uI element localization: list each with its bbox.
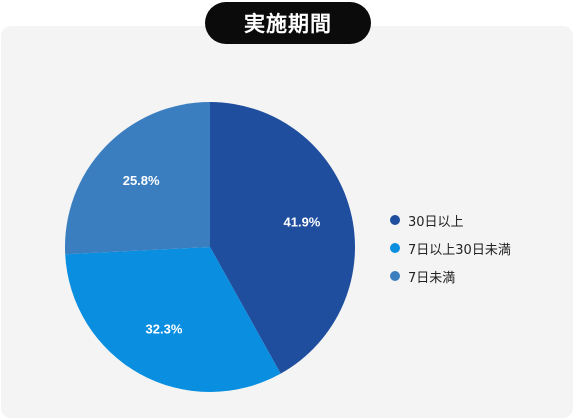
- legend-item-under-7-days: 7日未満: [390, 265, 511, 287]
- slice-under-7-days-value-label: 25.8%: [123, 173, 160, 188]
- legend-label-30-days-plus: 30日以上: [408, 214, 464, 230]
- slice-7-to-30-days-value-label: 32.3%: [146, 322, 183, 337]
- legend-marker-under-7-days: [390, 271, 400, 281]
- legend-label-7-to-30-days: 7日以上30日未満: [408, 242, 511, 258]
- legend-label-under-7-days: 7日未満: [408, 270, 456, 286]
- legend-item-30-days-plus: 30日以上: [390, 209, 511, 231]
- legend-marker-30-days-plus: [390, 215, 400, 225]
- slice-30-days-plus: [210, 102, 355, 374]
- slice-7-to-30-days: [65, 247, 281, 392]
- slice-30-days-plus-value-label: 41.9%: [284, 215, 321, 230]
- slice-under-7-days: [65, 102, 210, 255]
- legend-item-7-to-30-days: 7日以上30日未満: [390, 237, 511, 259]
- legend: 30日以上 7日以上30日未満 7日未満: [390, 209, 511, 287]
- chart-title: 実施期間: [205, 2, 371, 44]
- legend-marker-7-to-30-days: [390, 243, 400, 253]
